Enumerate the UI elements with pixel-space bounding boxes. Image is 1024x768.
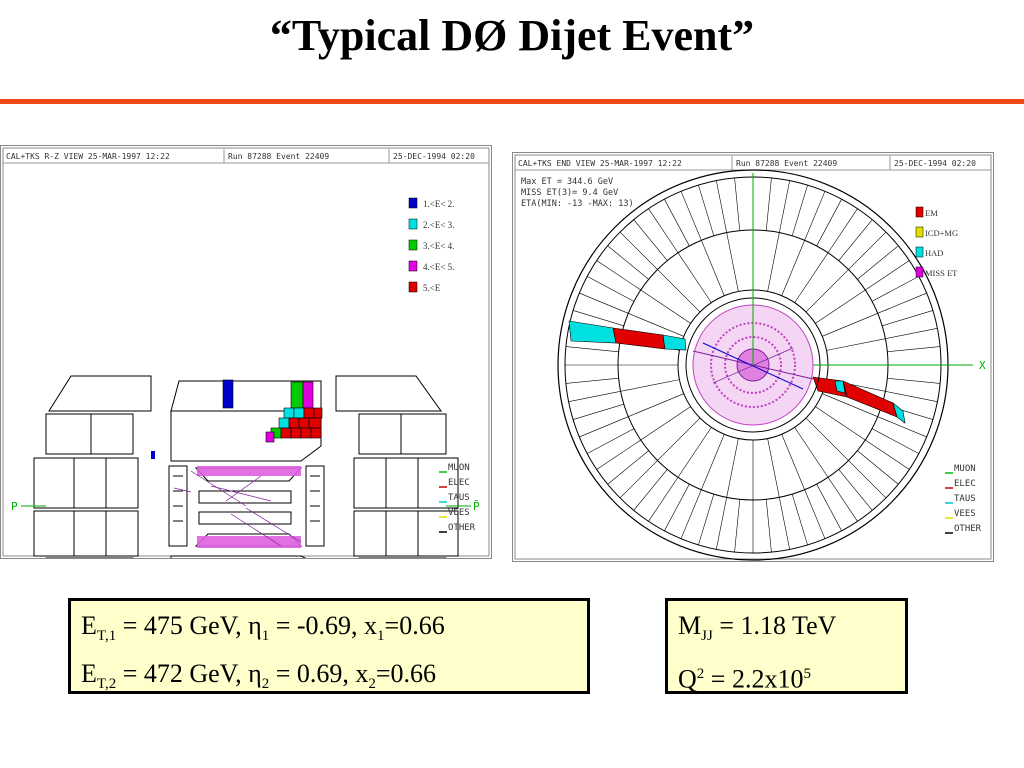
- rz-view-display: CAL+TKS R-Z VIEW 25-MAR-1997 12:22 Run 87…: [2, 147, 490, 558]
- rz-axis-left-label: P: [11, 500, 18, 513]
- track-legend-label: VEES: [954, 509, 976, 519]
- track-legend-label: MUON: [954, 464, 976, 474]
- legend-swatch: [915, 206, 924, 218]
- track-legend-label: VEES: [448, 508, 470, 518]
- rz-view-panel: CAL+TKS R-Z VIEW 25-MAR-1997 12:22 Run 87…: [0, 145, 492, 559]
- rz-energy-towers-upper: [222, 379, 323, 443]
- legend-label: 2.<E< 3.: [423, 220, 454, 230]
- end-view-display: CAL+TKS END VIEW 25-MAR-1997 12:22 Run 87…: [514, 154, 992, 561]
- legend-label: EM: [925, 208, 938, 218]
- rz-axis-right-label: P̄: [473, 500, 480, 513]
- rz-tracks: [173, 470, 302, 547]
- header-field: Run 87288 Event 22409: [736, 159, 837, 168]
- info-line: Max ET = 344.6 GeV: [521, 177, 613, 187]
- track-legend-label: MUON: [448, 463, 470, 473]
- legend-label: HAD: [925, 248, 943, 258]
- rz-marker-blue: [151, 451, 155, 459]
- header-field: Run 87288 Event 22409: [228, 152, 329, 161]
- legend-label: MISS ET: [925, 268, 958, 278]
- header-field: 25-DEC-1994 02:20: [393, 152, 475, 161]
- legend-label: ICD+MG: [925, 228, 958, 238]
- legend-swatch: [408, 239, 418, 251]
- end-track-legend: MUON ELEC TAUS VEES OTHER: [945, 464, 982, 534]
- legend-label: 5.<E: [423, 283, 441, 293]
- track-legend-label: ELEC: [448, 478, 470, 488]
- header-field: 25-DEC-1994 02:20: [894, 159, 976, 168]
- end-header: CAL+TKS END VIEW 25-MAR-1997 12:22 Run 87…: [518, 156, 976, 170]
- legend-swatch: [408, 218, 418, 230]
- track-legend-label: TAUS: [954, 494, 976, 504]
- end-energy-legend: EM ICD+MG HAD MISS ET: [915, 206, 958, 278]
- legend-swatch: [408, 281, 418, 293]
- legend-label: 1.<E< 2.: [423, 199, 454, 209]
- track-legend-label: ELEC: [954, 479, 976, 489]
- slide-title: “Typical DØ Dijet Event”: [269, 11, 755, 60]
- legend-label: 3.<E< 4.: [423, 241, 454, 251]
- jet-kinematics-box: ET,1 = 475 GeV, η1 = -0.69, x1=0.66 ET,2…: [68, 598, 590, 694]
- q2-line: Q2 = 2.2x105: [678, 664, 811, 694]
- track-legend-label: OTHER: [448, 523, 476, 533]
- info-line: MISS ET(3)= 9.4 GeV: [521, 188, 618, 198]
- legend-swatch: [408, 260, 418, 272]
- legend-swatch: [915, 266, 924, 278]
- mass-line: MJJ = 1.18 TeV: [678, 611, 837, 645]
- header-field: CAL+TKS END VIEW 25-MAR-1997 12:22: [518, 159, 682, 168]
- info-line: ETA(MIN: -13 -MAX: 13): [521, 199, 634, 209]
- legend-swatch: [915, 226, 924, 238]
- title-divider: [0, 99, 1024, 104]
- rz-track-legend: MUON ELEC TAUS VEES OTHER: [439, 463, 476, 533]
- rz-energy-legend: 1.<E< 2. 2.<E< 3. 3.<E< 4. 4.<E< 5. 5.<E: [408, 197, 454, 293]
- track-legend-label: TAUS: [448, 493, 470, 503]
- legend-swatch: [915, 246, 924, 258]
- track-legend-label: OTHER: [954, 524, 982, 534]
- rz-tracking-hits: [197, 466, 301, 548]
- end-axis-x-label: X: [979, 359, 986, 372]
- header-field: CAL+TKS R-Z VIEW 25-MAR-1997 12:22: [6, 152, 170, 161]
- dijet-mass-box: MJJ = 1.18 TeV Q2 = 2.2x105: [665, 598, 908, 694]
- jet1-line: ET,1 = 475 GeV, η1 = -0.69, x1=0.66: [81, 611, 445, 645]
- rz-header: CAL+TKS R-Z VIEW 25-MAR-1997 12:22 Run 87…: [6, 149, 475, 163]
- legend-label: 4.<E< 5.: [423, 262, 454, 272]
- legend-swatch: [408, 197, 418, 209]
- end-view-panel: CAL+TKS END VIEW 25-MAR-1997 12:22 Run 87…: [512, 152, 994, 562]
- jet2-line: ET,2 = 472 GeV, η2 = 0.69, x2=0.66: [81, 659, 437, 693]
- end-energy-deposits: [568, 320, 906, 424]
